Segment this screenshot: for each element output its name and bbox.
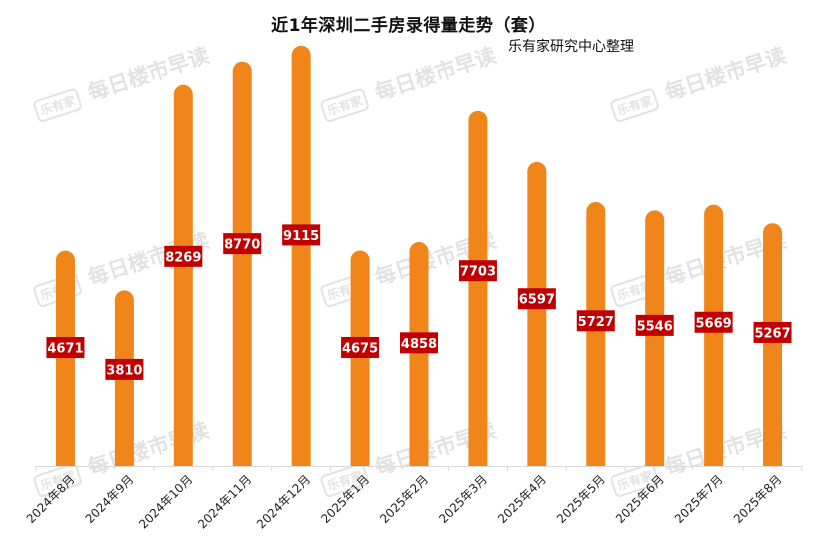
x-tick-label: 2024年9月 [83, 472, 137, 526]
data-label-box [105, 358, 144, 380]
data-label-box [282, 224, 321, 246]
data-label-box [458, 260, 497, 282]
data-label-text: 3810 [106, 363, 142, 378]
data-label: 8770 [223, 233, 262, 255]
bar [527, 161, 547, 467]
data-label-text: 9115 [283, 229, 319, 244]
x-tick-label: 2025年5月 [554, 472, 608, 526]
data-label-text: 5267 [754, 326, 790, 341]
data-label-box [753, 321, 792, 343]
bar [763, 223, 783, 466]
x-tick-label: 2024年11月 [195, 472, 254, 531]
data-label: 5546 [635, 314, 674, 336]
bar [409, 242, 429, 466]
data-label: 5267 [753, 321, 792, 343]
data-label-box [46, 337, 85, 359]
data-label-box [694, 311, 733, 333]
data-label-box [164, 245, 203, 267]
data-label-text: 4858 [401, 337, 437, 352]
data-label-text: 4671 [47, 342, 83, 357]
bar [468, 110, 488, 467]
data-label: 4675 [341, 336, 380, 358]
x-tick-label: 2025年2月 [377, 472, 431, 526]
x-tick-label: 2025年6月 [613, 472, 667, 526]
x-tick-label: 2024年8月 [24, 472, 78, 526]
bar [232, 61, 252, 466]
data-label-text: 8770 [224, 238, 260, 253]
x-tick-label: 2025年1月 [318, 472, 372, 526]
data-label-text: 8269 [165, 250, 201, 265]
data-label: 7703 [458, 260, 497, 282]
data-label: 5669 [694, 311, 733, 333]
data-label: 8269 [164, 245, 203, 267]
data-label-box [223, 233, 262, 255]
data-label: 4858 [400, 332, 438, 354]
bar [55, 250, 75, 466]
bar [645, 210, 665, 466]
x-tick-label: 2025年8月 [731, 472, 785, 526]
x-tick-label: 2024年12月 [254, 472, 313, 531]
data-label: 4671 [46, 337, 85, 359]
data-label: 3810 [105, 358, 144, 380]
data-label-text: 4675 [342, 341, 378, 356]
data-label-text: 5727 [578, 315, 614, 330]
chart-title: 近1年深圳二手房录得量走势（套） [271, 16, 546, 36]
bar [586, 201, 606, 466]
bar [291, 45, 311, 467]
bar [173, 84, 193, 467]
data-label: 6597 [517, 288, 556, 310]
data-label-text: 7703 [460, 265, 496, 280]
data-label: 5727 [576, 310, 615, 332]
data-label: 9115 [282, 224, 321, 246]
chart-subtitle: 乐有家研究中心整理 [508, 39, 634, 55]
data-label-text: 5546 [637, 319, 673, 334]
bar [704, 204, 724, 466]
x-tick-label: 2025年3月 [436, 472, 490, 526]
data-label-box [517, 288, 556, 310]
x-tick-label: 2024年10月 [136, 472, 195, 531]
data-label-box [635, 314, 674, 336]
data-label-text: 5669 [696, 316, 732, 331]
x-tick-label: 2025年7月 [672, 472, 726, 526]
data-label-text: 6597 [519, 293, 555, 308]
x-tick-label: 2025年4月 [495, 472, 549, 526]
data-label-box [576, 310, 615, 332]
data-label-box [341, 336, 380, 358]
bar [350, 250, 370, 466]
data-label-box [400, 332, 438, 354]
